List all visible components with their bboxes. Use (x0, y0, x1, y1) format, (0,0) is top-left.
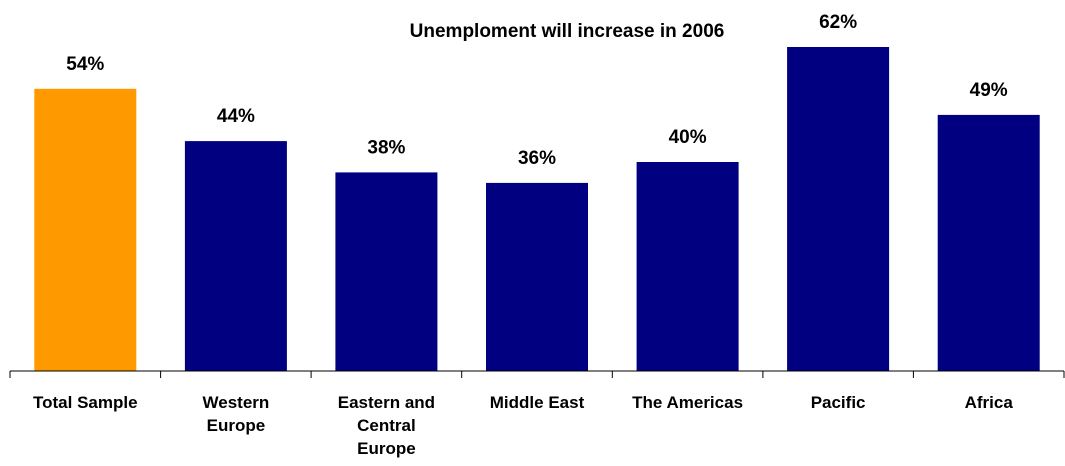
value-label-pacific: 62% (819, 12, 857, 33)
bar-the-americas (636, 162, 739, 371)
bars-group (34, 47, 1040, 372)
x-axis (9, 370, 1065, 378)
value-label-middle-east: 36% (518, 148, 556, 169)
bar-total-sample (34, 88, 137, 372)
bar-middle-east (486, 182, 588, 371)
bar-western-europe (184, 141, 287, 371)
bar-eastern-and-central-europe (335, 172, 438, 371)
value-label-africa: 49% (970, 80, 1008, 101)
value-label-total-sample: 54% (66, 54, 104, 75)
value-label-eastern-and-central-europe: 38% (367, 137, 405, 158)
chart-title: Unemploment will increase in 2006 (410, 21, 725, 42)
category-label-the-americas: The Americas (632, 393, 743, 412)
category-label-middle-east: Middle East (490, 393, 585, 412)
bar-pacific (787, 47, 890, 371)
value-label-the-americas: 40% (669, 127, 707, 148)
value-labels-group: 54% 44% 38% 36% 40% 62% 49% (66, 12, 1008, 169)
category-label-pacific: Pacific (811, 393, 866, 412)
category-label-africa: Africa (965, 393, 1014, 412)
category-label-total-sample: Total Sample (33, 393, 138, 412)
category-label-western-europe: Western Europe (203, 393, 270, 435)
category-labels-group: Total Sample Western Europe Eastern and Cent… (33, 393, 1013, 458)
category-label-eastern-and-central-europe: Eastern and Central Europe (338, 393, 435, 458)
value-label-western-europe: 44% (217, 106, 255, 127)
bar-africa (937, 114, 1040, 372)
